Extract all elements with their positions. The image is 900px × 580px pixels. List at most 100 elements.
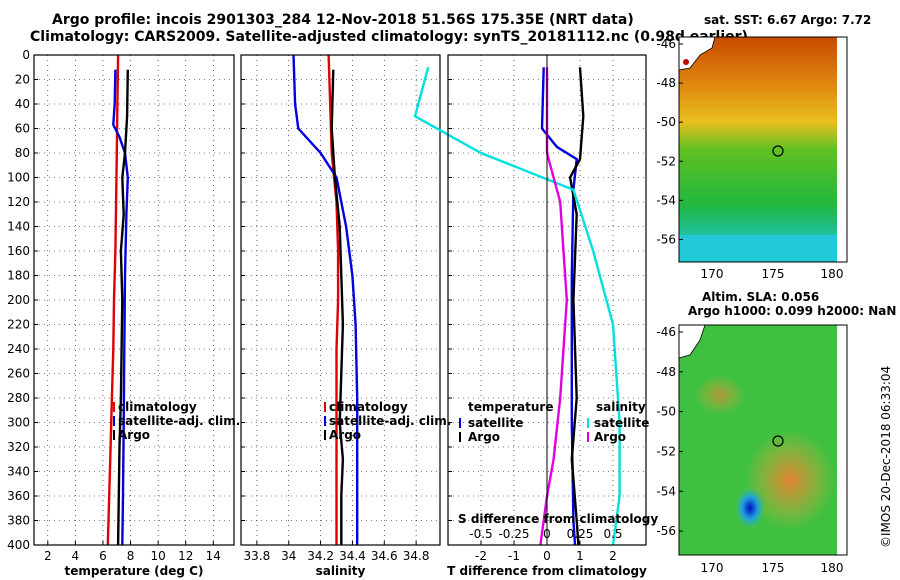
x-tick-label: 14 [206, 549, 221, 563]
copyright-stamp: ©IMOS 20-Dec-2018 06:33:04 [879, 366, 893, 548]
x-tick-label: 1 [576, 549, 584, 563]
y-tick-label: 180 [7, 269, 30, 283]
panel-frame [447, 54, 647, 546]
x-tick-label: 33.8 [244, 549, 271, 563]
panel-frame [240, 54, 441, 546]
y-tick-label: 200 [7, 293, 30, 307]
series-line-argo [116, 69, 129, 546]
y-tick-label: 240 [7, 342, 30, 356]
y-tick-label: 40 [15, 97, 30, 111]
x-tick-label: 2 [609, 549, 617, 563]
sla-high-anomaly [745, 430, 835, 530]
legend-entry: climatology [329, 400, 408, 414]
sla-no-data [837, 325, 847, 555]
sst-no-data [837, 37, 847, 262]
map-y-tick-label: -50 [656, 115, 676, 129]
series-line-argo [330, 69, 345, 545]
x-tick-label: 2 [44, 549, 52, 563]
map-y-tick-label: -46 [656, 37, 676, 51]
series-line-s-argo [539, 67, 569, 546]
legend-entry: Argo [594, 430, 626, 444]
sla-map-frame [678, 324, 848, 556]
map-x-tick-label: 170 [701, 267, 724, 281]
map-x-tick-label: 175 [762, 561, 785, 575]
y-tick-label: 160 [7, 244, 30, 258]
argo-location-marker [772, 145, 784, 157]
x-axis-label: T difference from climatology [447, 564, 647, 578]
map-y-tick-label: -56 [656, 524, 676, 538]
x-tick-label: -2 [475, 549, 487, 563]
map-y-tick-label: -54 [656, 484, 676, 498]
y-tick-label: 300 [7, 416, 30, 430]
map-x-tick-label: 175 [762, 267, 785, 281]
map-y-tick-label: -52 [656, 154, 676, 168]
sla-high-anomaly-2 [695, 375, 745, 415]
s-diff-tick-label: -0.25 [498, 527, 529, 541]
sst-map-title: sat. SST: 6.67 Argo: 7.72 [704, 13, 871, 27]
sla-map-title-2: Argo h1000: 0.099 h2000: NaN [688, 304, 896, 318]
y-tick-label: 260 [7, 367, 30, 381]
map-y-tick-label: -54 [656, 193, 676, 207]
y-tick-label: 60 [15, 122, 30, 136]
panel-frame [33, 54, 235, 546]
sst-map-frame [678, 36, 848, 263]
y-tick-label: 0 [22, 48, 30, 62]
y-tick-label: 360 [7, 489, 30, 503]
s-diff-tick-label: 0 [543, 527, 551, 541]
s-diff-tick-label: 0.25 [567, 527, 594, 541]
legend-entry: satellite [468, 416, 523, 430]
y-tick-label: 20 [15, 73, 30, 87]
series-line-climatology [106, 54, 120, 546]
legend-entry: satellite-adj. clim. [329, 414, 451, 428]
sst-field [679, 37, 837, 262]
x-tick-label: 34.6 [371, 549, 398, 563]
y-tick-label: 340 [7, 465, 30, 479]
map-x-tick-label: 180 [821, 561, 844, 575]
legend-entry: Argo [329, 428, 361, 442]
title-line-2: Climatology: CARS2009. Satellite-adjuste… [30, 29, 748, 45]
series-line-satellite-adj-clim- [292, 54, 359, 545]
s-diff-tick-label: -0.5 [469, 527, 492, 541]
map-y-tick-label: -46 [656, 325, 676, 339]
y-tick-label: 80 [15, 146, 30, 160]
y-tick-label: 140 [7, 220, 30, 234]
map-y-tick-label: -50 [656, 405, 676, 419]
y-tick-label: 380 [7, 514, 30, 528]
y-tick-label: 100 [7, 171, 30, 185]
title-line-1: Argo profile: incois 2901303_284 12-Nov-… [52, 12, 634, 28]
x-tick-label: 12 [178, 549, 193, 563]
argo-location-marker-2 [772, 435, 784, 447]
x-tick-label: 34.8 [403, 549, 430, 563]
x-tick-label: 10 [150, 549, 165, 563]
s-diff-axis-label: S difference from climatology [458, 512, 658, 526]
sla-low-anomaly [734, 486, 766, 530]
panel-difference: -2 -1 0 1 2T difference from climatology -0.5… [413, 54, 658, 578]
sla-map: Altim. SLA: 0.056 Argo h1000: 0.099 h200… [656, 290, 896, 575]
x-tick-label: 34.4 [339, 549, 366, 563]
legend-entry: Argo [468, 430, 500, 444]
x-axis-label: salinity [316, 564, 366, 578]
legend-entry: climatology [118, 400, 197, 414]
series-line-t-argo [568, 67, 585, 546]
legend-entry: Argo [118, 428, 150, 442]
x-tick-label: 0 [543, 549, 551, 563]
map-y-tick-label: -48 [656, 365, 676, 379]
map-y-tick-label: -48 [656, 76, 676, 90]
x-tick-label: 6 [99, 549, 107, 563]
map-x-tick-label: 170 [701, 561, 724, 575]
legend-entry: satellite [594, 416, 649, 430]
s-diff-tick-label: 0.5 [603, 527, 622, 541]
map-x-tick-label: 180 [821, 267, 844, 281]
x-tick-label: 8 [127, 549, 135, 563]
legend-title-salinity: salinity [596, 400, 646, 414]
x-tick-label: 34 [281, 549, 296, 563]
sla-map-title-1: Altim. SLA: 0.056 [702, 290, 819, 304]
x-tick-label: 4 [72, 549, 80, 563]
land-marker [683, 59, 689, 65]
legend-title-temperature: temperature [468, 400, 553, 414]
legend-entry: satellite-adj. clim. [118, 414, 240, 428]
map-y-tick-label: -56 [656, 232, 676, 246]
x-tick-label: -1 [508, 549, 520, 563]
